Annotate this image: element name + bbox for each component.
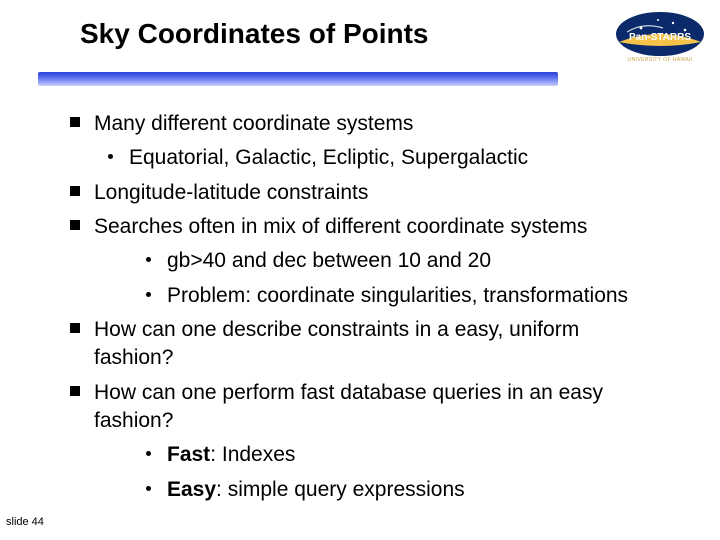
logo-subtext: UNIVERSITY OF HAWAII [627,57,692,63]
bullet-item: Searches often in mix of different coord… [70,213,660,241]
bullet-item: Longitude-latitude constraints [70,179,660,207]
dot-bullet-icon [146,451,151,456]
slide-title: Sky Coordinates of Points [80,18,429,50]
sub-bullet-item: Fast: Indexes [146,441,660,469]
dot-bullet-icon [146,486,151,491]
bullet-text: Many different coordinate systems [94,110,413,138]
bullet-text: Fast: Indexes [167,441,295,469]
dot-bullet-icon [108,154,113,159]
square-bullet-icon [70,117,80,127]
text-rest: : Indexes [210,443,295,466]
bold-word: Easy [167,478,216,501]
dot-bullet-icon [146,292,151,297]
square-bullet-icon [70,186,80,196]
square-bullet-icon [70,323,80,333]
bullet-text: Searches often in mix of different coord… [94,213,587,241]
sub-bullet-item: Easy: simple query expressions [146,476,660,504]
panstarrs-logo: Pan-STARRS UNIVERSITY OF HAWAII [613,8,708,68]
title-underline [38,72,558,86]
bullet-text: Problem: coordinate singularities, trans… [167,282,628,310]
bullet-item: How can one describe constraints in a ea… [70,316,660,373]
slide-number: slide 44 [6,516,44,528]
sub-bullet-item: Problem: coordinate singularities, trans… [146,282,660,310]
bullet-text: Longitude-latitude constraints [94,179,368,207]
bullet-text: gb>40 and dec between 10 and 20 [167,247,491,275]
bullet-text: How can one describe constraints in a ea… [94,316,660,373]
sub-bullet-item: gb>40 and dec between 10 and 20 [146,247,660,275]
bullet-text: Equatorial, Galactic, Ecliptic, Supergal… [129,144,528,172]
sub-bullet-item: Equatorial, Galactic, Ecliptic, Supergal… [108,144,660,172]
slide: Sky Coordinates of Points Pan-STARRS UNI… [0,0,720,540]
bullet-text: Easy: simple query expressions [167,476,465,504]
dot-bullet-icon [146,257,151,262]
bold-word: Fast [167,443,210,466]
bullet-text: How can one perform fast database querie… [94,379,660,436]
logo-text: Pan-STARRS [629,32,691,43]
bullet-item: How can one perform fast database querie… [70,379,660,436]
text-rest: : simple query expressions [216,478,465,501]
square-bullet-icon [70,386,80,396]
bullet-content: Many different coordinate systems Equato… [70,110,660,510]
bullet-item: Many different coordinate systems [70,110,660,138]
square-bullet-icon [70,220,80,230]
